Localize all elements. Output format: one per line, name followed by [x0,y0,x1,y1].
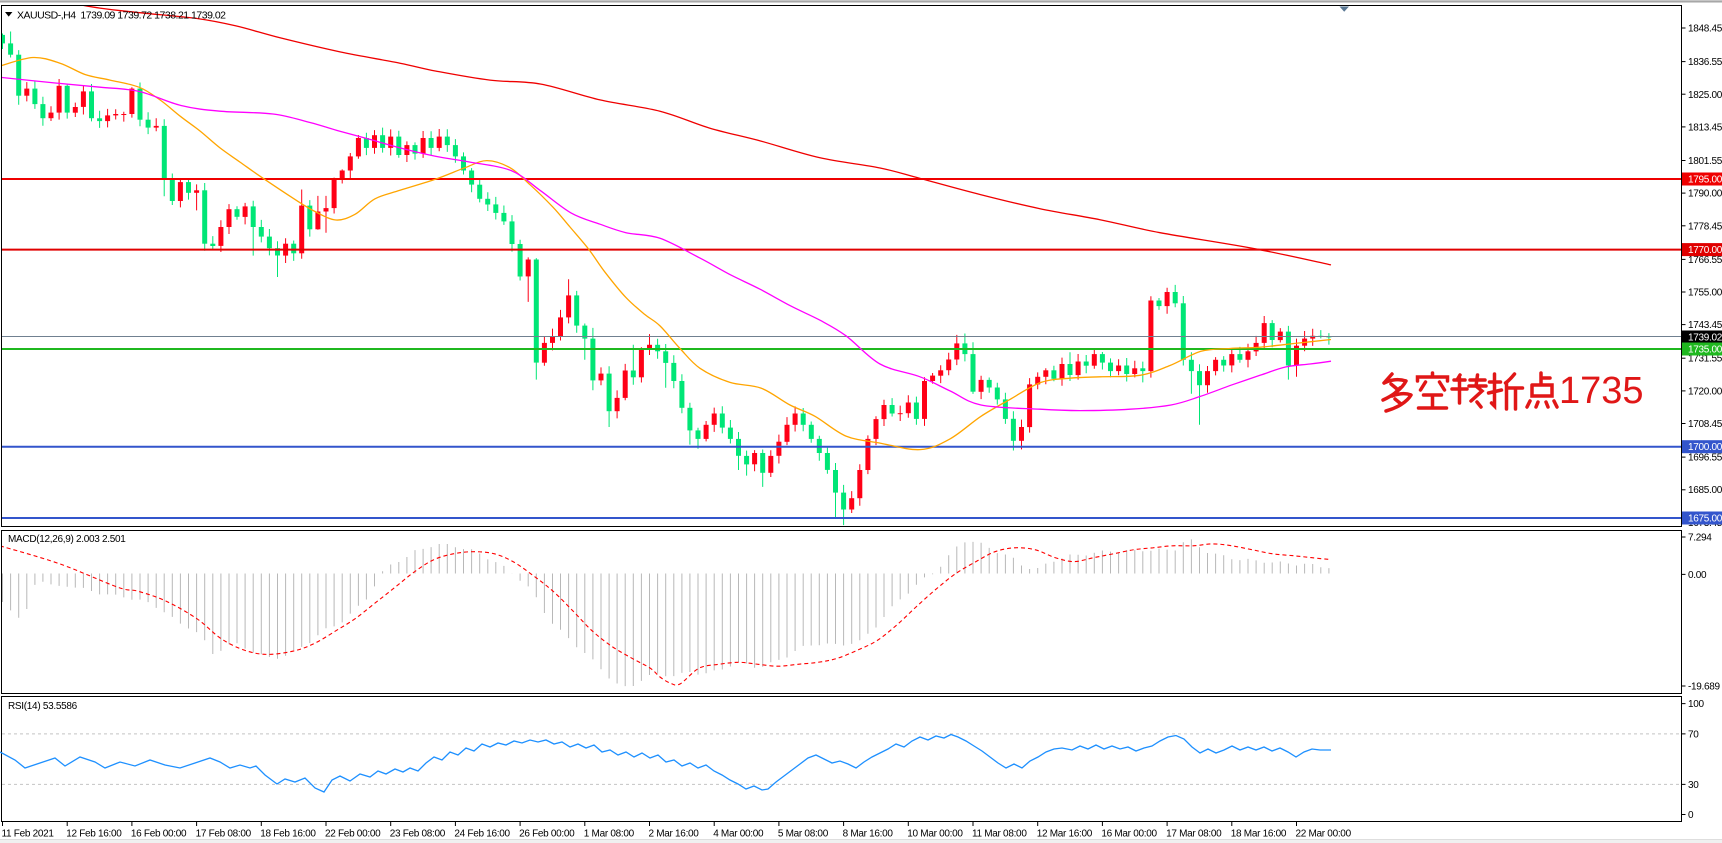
svg-text:10 Mar 00:00: 10 Mar 00:00 [907,829,963,840]
svg-text:1770.00: 1770.00 [1688,245,1722,256]
svg-text:RSI(14) 53.5586: RSI(14) 53.5586 [8,701,78,712]
svg-text:MACD(12,26,9) 2.003 2.501: MACD(12,26,9) 2.003 2.501 [8,534,126,545]
svg-text:22 Mar 00:00: 22 Mar 00:00 [1296,829,1352,840]
svg-text:1766.55: 1766.55 [1688,255,1722,266]
svg-text:-19.689: -19.689 [1688,682,1721,693]
svg-text:1755.00: 1755.00 [1688,288,1722,299]
svg-text:24 Feb 16:00: 24 Feb 16:00 [454,829,510,840]
svg-text:1696.55: 1696.55 [1688,453,1722,464]
svg-text:1813.45: 1813.45 [1688,122,1722,133]
svg-text:1778.45: 1778.45 [1688,221,1722,232]
svg-text:7.294: 7.294 [1688,533,1712,544]
svg-text:1801.55: 1801.55 [1688,156,1722,167]
svg-text:0: 0 [1688,810,1694,821]
svg-text:1743.45: 1743.45 [1688,320,1722,331]
svg-text:17 Mar 08:00: 17 Mar 08:00 [1166,829,1222,840]
svg-text:1708.45: 1708.45 [1688,419,1722,430]
svg-text:18 Feb 16:00: 18 Feb 16:00 [260,829,316,840]
svg-text:11 Feb 2021: 11 Feb 2021 [2,829,55,840]
svg-text:2 Mar 16:00: 2 Mar 16:00 [649,829,700,840]
svg-text:4 Mar 00:00: 4 Mar 00:00 [713,829,764,840]
svg-text:8 Mar 16:00: 8 Mar 16:00 [843,829,894,840]
svg-text:1735: 1735 [1559,370,1644,412]
svg-text:1790.00: 1790.00 [1688,189,1722,200]
svg-text:1795.00: 1795.00 [1688,175,1722,186]
svg-text:5 Mar 08:00: 5 Mar 08:00 [778,829,829,840]
svg-text:1731.55: 1731.55 [1688,354,1722,365]
svg-text:1825.00: 1825.00 [1688,90,1722,101]
svg-text:1 Mar 08:00: 1 Mar 08:00 [584,829,635,840]
svg-text:23 Feb 08:00: 23 Feb 08:00 [390,829,446,840]
svg-text:11 Mar 08:00: 11 Mar 08:00 [972,829,1027,840]
svg-text:XAUUSD-,H4 1739.09 1739.72 17: XAUUSD-,H4 1739.09 1739.72 1738.21 1739.… [17,10,226,22]
svg-text:16 Mar 00:00: 16 Mar 00:00 [1101,829,1157,840]
svg-text:16 Feb 00:00: 16 Feb 00:00 [131,829,187,840]
svg-text:1685.00: 1685.00 [1688,485,1722,496]
svg-text:12 Feb 16:00: 12 Feb 16:00 [66,829,122,840]
svg-text:1836.55: 1836.55 [1688,57,1722,68]
svg-text:26 Feb 00:00: 26 Feb 00:00 [519,829,575,840]
svg-text:0.00: 0.00 [1688,570,1707,581]
svg-text:1739.02: 1739.02 [1688,333,1722,344]
svg-text:12 Mar 16:00: 12 Mar 16:00 [1037,829,1093,840]
svg-text:22 Feb 00:00: 22 Feb 00:00 [325,829,381,840]
svg-text:30: 30 [1688,780,1699,791]
svg-text:100: 100 [1688,699,1705,710]
svg-text:70: 70 [1688,729,1699,740]
svg-text:1675.00: 1675.00 [1688,514,1722,525]
svg-text:1700.00: 1700.00 [1688,442,1722,453]
svg-text:18 Mar 16:00: 18 Mar 16:00 [1231,829,1287,840]
svg-text:1720.00: 1720.00 [1688,386,1722,397]
svg-text:17 Feb 08:00: 17 Feb 08:00 [196,829,252,840]
svg-text:1848.45: 1848.45 [1688,24,1722,35]
svg-text:1735.00: 1735.00 [1688,345,1722,356]
